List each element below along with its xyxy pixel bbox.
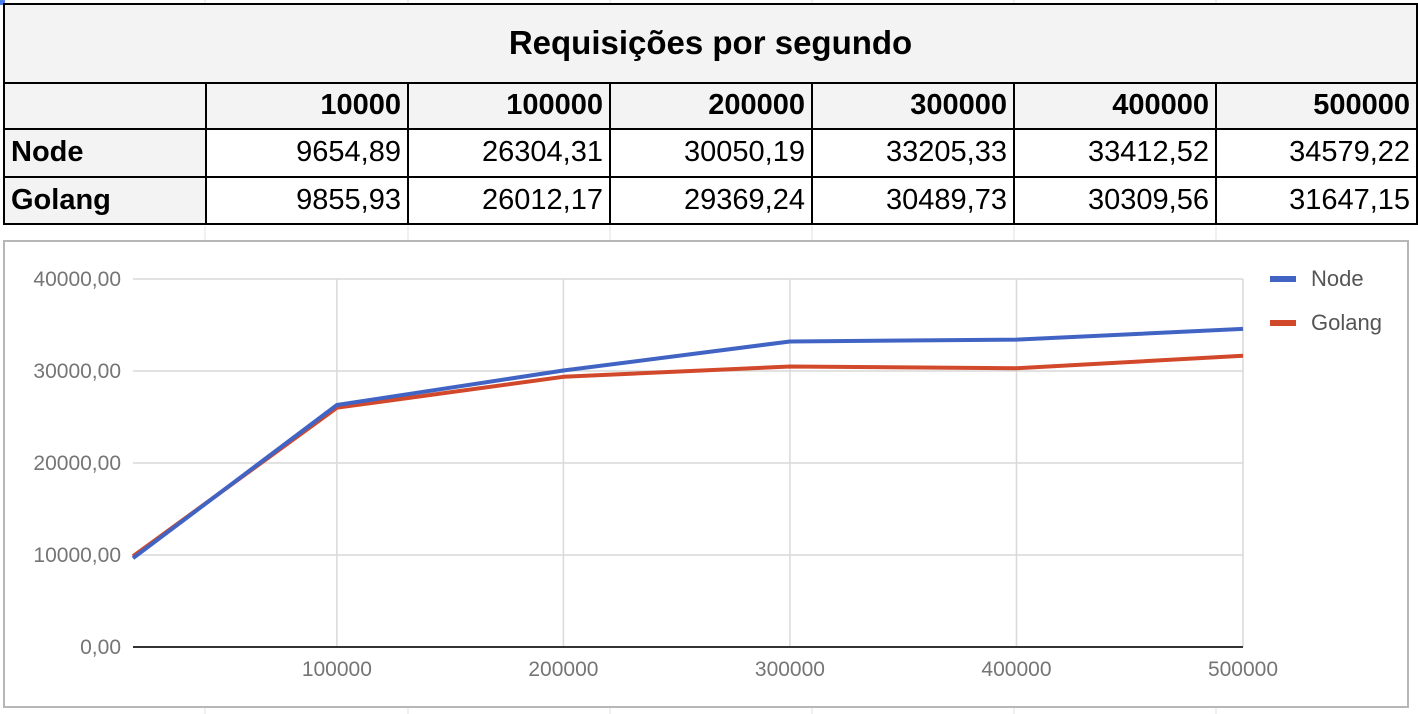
x-tick-label: 400000 bbox=[981, 658, 1051, 681]
table-cell[interactable]: 33205,33 bbox=[811, 128, 1015, 178]
row-label[interactable]: Node bbox=[3, 128, 207, 178]
x-tick-label: 300000 bbox=[755, 658, 825, 681]
y-tick-label: 20000,00 bbox=[33, 452, 121, 475]
y-tick-label: 30000,00 bbox=[33, 360, 121, 383]
table-cell[interactable]: 26304,31 bbox=[407, 128, 611, 178]
x-tick-label: 500000 bbox=[1208, 658, 1278, 681]
table-cell[interactable]: 29369,24 bbox=[609, 175, 813, 226]
table-cell[interactable]: 26012,17 bbox=[407, 175, 611, 226]
header-corner-cell[interactable] bbox=[3, 81, 207, 131]
column-header[interactable]: 400000 bbox=[1013, 81, 1217, 131]
legend-swatch-node bbox=[1270, 276, 1296, 282]
legend[interactable]: Node Golang bbox=[1270, 266, 1382, 335]
x-tick-label: 100000 bbox=[302, 658, 372, 681]
column-header[interactable]: 300000 bbox=[811, 81, 1015, 131]
table-cell[interactable]: 9654,89 bbox=[205, 128, 409, 178]
table-cell[interactable]: 30050,19 bbox=[609, 128, 813, 178]
series-line-node[interactable] bbox=[131, 326, 1244, 560]
table-title[interactable]: Requisições por segundo bbox=[2, 3, 1418, 84]
column-header[interactable]: 500000 bbox=[1214, 81, 1418, 131]
table-cell[interactable]: 9855,93 bbox=[205, 175, 409, 226]
y-tick-label: 0,00 bbox=[80, 636, 121, 659]
gridlines bbox=[133, 278, 1244, 647]
table-cell[interactable]: 30309,56 bbox=[1013, 175, 1217, 226]
series-line-golang[interactable] bbox=[131, 353, 1244, 558]
table-cell[interactable]: 34579,22 bbox=[1214, 128, 1418, 178]
series bbox=[131, 326, 1244, 560]
column-header[interactable]: 10000 bbox=[205, 81, 409, 131]
table-cell[interactable]: 30489,73 bbox=[811, 175, 1015, 226]
x-tick-label: 200000 bbox=[528, 658, 598, 681]
y-tick-label: 40000,00 bbox=[33, 268, 121, 291]
data-table: Requisições por segundo 10000 100000 200… bbox=[2, 3, 1418, 226]
legend-label-node[interactable]: Node bbox=[1311, 266, 1364, 291]
table-cell[interactable]: 33412,52 bbox=[1013, 128, 1217, 178]
legend-label-golang[interactable]: Golang bbox=[1311, 310, 1382, 335]
column-header[interactable]: 100000 bbox=[407, 81, 611, 131]
column-header[interactable]: 200000 bbox=[609, 81, 813, 131]
table-row-golang: Golang 9855,93 26012,17 29369,24 30489,7… bbox=[3, 175, 1418, 226]
row-label[interactable]: Golang bbox=[3, 175, 207, 226]
y-tick-label: 10000,00 bbox=[33, 544, 121, 567]
chart-frame[interactable] bbox=[3, 240, 1409, 708]
table-cell[interactable]: 31647,15 bbox=[1214, 175, 1418, 226]
table-row-node: Node 9654,89 26304,31 30050,19 33205,33 … bbox=[3, 128, 1418, 178]
legend-swatch-golang bbox=[1270, 320, 1296, 326]
axes: 0,00 10000,00 20000,00 30000,00 40000,00 1000… bbox=[33, 268, 1278, 681]
